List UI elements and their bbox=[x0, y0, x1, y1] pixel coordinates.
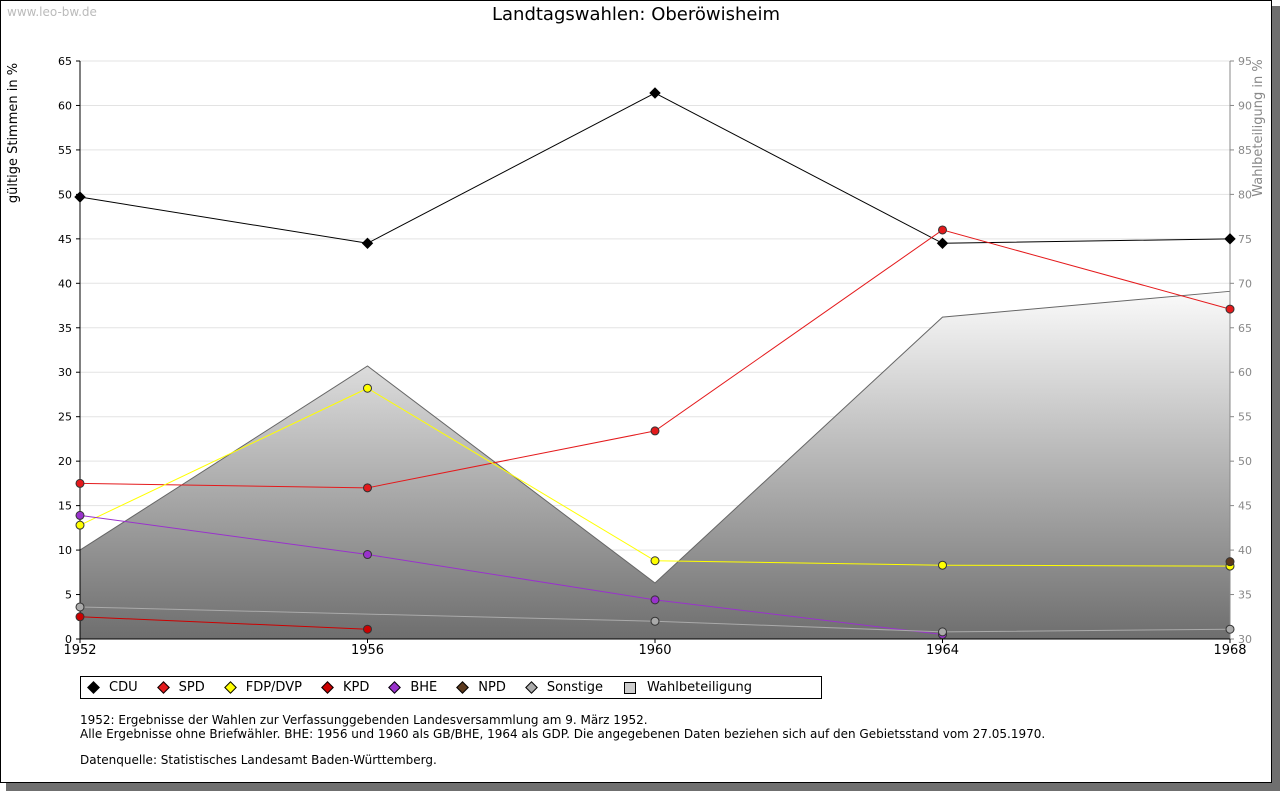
data-point-bhe bbox=[75, 510, 85, 520]
series-line-sonstige bbox=[79, 606, 1231, 633]
note-line-2: Alle Ergebnisse ohne Briefwähler. BHE: 1… bbox=[80, 727, 1046, 741]
data-point-sonstige bbox=[75, 602, 85, 612]
y-tick-label: 30 bbox=[58, 366, 72, 379]
y-tick-label: 40 bbox=[58, 277, 72, 290]
y2-tick-label: 55 bbox=[1238, 411, 1252, 424]
legend-item: NPD bbox=[456, 680, 506, 695]
data-point-spd bbox=[75, 478, 85, 488]
y-tick-label: 10 bbox=[58, 544, 72, 557]
x-tick-label: 1956 bbox=[351, 643, 384, 658]
y2-tick-label: 70 bbox=[1238, 277, 1252, 290]
x-tick-label: 1952 bbox=[63, 643, 96, 658]
y-tick-label: 45 bbox=[58, 233, 72, 246]
legend-label: Sonstige bbox=[546, 680, 604, 695]
y-axis-title: gültige Stimmen in % bbox=[6, 63, 21, 203]
legend-label: NPD bbox=[478, 680, 506, 695]
data-point-spd bbox=[1225, 304, 1235, 314]
data-point-fdp-dvp bbox=[650, 556, 660, 566]
y2-tick-label: 35 bbox=[1238, 589, 1252, 602]
legend: CDU SPD FDP/DVP KPD BHE NPD Sonstige Wahlbeteil… bbox=[80, 676, 822, 699]
x-tick-label: 1960 bbox=[638, 643, 671, 658]
y-tick-label: 50 bbox=[58, 188, 72, 201]
x-tick-label: 1964 bbox=[926, 643, 959, 658]
legend-label: SPD bbox=[178, 680, 205, 695]
data-point-fdp-dvp bbox=[938, 560, 947, 570]
data-point-cdu bbox=[649, 87, 661, 99]
y2-tick-label: 30 bbox=[1238, 633, 1252, 646]
data-point-npd bbox=[1225, 557, 1235, 567]
x-tick-label: 1968 bbox=[1213, 643, 1246, 658]
legend-label: KPD bbox=[342, 680, 370, 695]
y-tick-label: 60 bbox=[58, 99, 72, 112]
y-tick-label: 0 bbox=[65, 633, 72, 646]
y2-tick-label: 65 bbox=[1238, 322, 1252, 335]
legend-marker bbox=[456, 681, 470, 694]
y2-tick-label: 40 bbox=[1238, 544, 1252, 557]
legend-item-turnout: Wahlbeteiligung bbox=[624, 680, 752, 695]
data-point-fdp-dvp bbox=[363, 383, 372, 393]
data-point-cdu bbox=[936, 237, 949, 249]
turnout-line bbox=[79, 290, 1231, 584]
data-point-spd bbox=[363, 483, 372, 493]
legend-item: KPD bbox=[321, 680, 370, 695]
legend-marker bbox=[388, 681, 402, 694]
legend-label: FDP/DVP bbox=[245, 680, 302, 695]
y2-axis-title: Wahlbeteiligung in % bbox=[1251, 59, 1266, 196]
data-point-fdp-dvp bbox=[75, 520, 85, 530]
data-point-spd bbox=[650, 426, 660, 436]
frame-shadow-right bbox=[1272, 6, 1280, 791]
y-tick-label: 65 bbox=[58, 55, 72, 68]
legend-label: Wahlbeteiligung bbox=[647, 680, 753, 695]
data-point-bhe bbox=[363, 550, 372, 560]
legend-item: Sonstige bbox=[524, 680, 604, 695]
series-line-bhe bbox=[79, 514, 943, 636]
data-point-cdu bbox=[361, 237, 374, 249]
chart-notes: 1952: Ergebnisse der Wahlen zur Verfassu… bbox=[80, 713, 1045, 767]
legend-label: CDU bbox=[109, 680, 138, 695]
y2-tick-label: 75 bbox=[1238, 233, 1252, 246]
frame-shadow-bottom bbox=[6, 783, 1280, 791]
data-point-sonstige bbox=[938, 627, 947, 637]
data-point-bhe bbox=[650, 595, 660, 605]
data-point-spd bbox=[938, 225, 947, 235]
y2-tick-label: 85 bbox=[1238, 144, 1252, 157]
y-tick-label: 15 bbox=[58, 500, 72, 513]
y2-tick-label: 95 bbox=[1238, 55, 1252, 68]
y2-tick-label: 80 bbox=[1238, 188, 1252, 201]
legend-marker bbox=[87, 681, 100, 694]
legend-marker bbox=[524, 681, 538, 694]
series-line-kpd bbox=[79, 616, 368, 630]
y-tick-label: 25 bbox=[58, 411, 72, 424]
y-tick-label: 20 bbox=[58, 455, 72, 468]
legend-item: CDU bbox=[87, 680, 138, 695]
data-point-sonstige bbox=[1225, 624, 1235, 634]
data-point-kpd bbox=[363, 624, 372, 634]
note-source: Datenquelle: Statistisches Landesamt Bad… bbox=[80, 753, 437, 767]
legend-marker bbox=[156, 681, 170, 694]
y2-tick-label: 45 bbox=[1238, 500, 1252, 513]
legend-item: SPD bbox=[156, 680, 205, 695]
legend-item: FDP/DVP bbox=[223, 680, 302, 695]
turnout-area bbox=[80, 291, 1230, 639]
y-tick-label: 35 bbox=[58, 322, 72, 335]
legend-item: BHE bbox=[388, 680, 438, 695]
legend-marker bbox=[321, 681, 334, 694]
y-tick-label: 5 bbox=[65, 589, 72, 602]
y2-tick-label: 60 bbox=[1238, 366, 1252, 379]
series-line-cdu bbox=[79, 92, 1231, 244]
data-point-kpd bbox=[75, 612, 85, 622]
data-point-cdu bbox=[74, 191, 86, 203]
data-point-sonstige bbox=[650, 616, 660, 626]
y-tick-label: 55 bbox=[58, 144, 72, 157]
chart-title: Landtagswahlen: Oberöwisheim bbox=[491, 4, 781, 25]
legend-box bbox=[624, 681, 637, 694]
site-watermark: www.leo-bw.de bbox=[7, 5, 97, 19]
data-point-cdu bbox=[1224, 233, 1236, 245]
note-line-1: 1952: Ergebnisse der Wahlen zur Verfassu… bbox=[80, 713, 648, 727]
y2-tick-label: 90 bbox=[1238, 99, 1252, 112]
legend-label: BHE bbox=[410, 680, 438, 695]
legend-marker bbox=[223, 681, 237, 694]
y2-tick-label: 50 bbox=[1238, 455, 1252, 468]
